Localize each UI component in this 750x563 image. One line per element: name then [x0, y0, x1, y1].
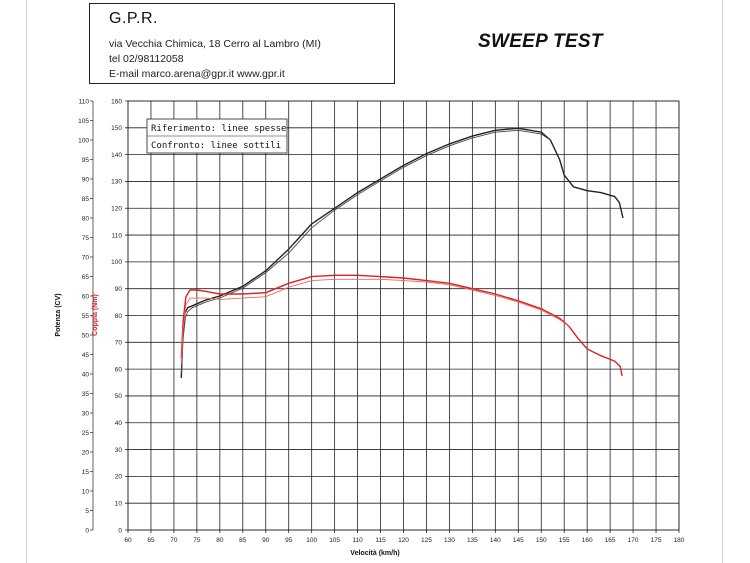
- x-tick-label: 100: [306, 537, 317, 544]
- torque-tick-label: 50: [115, 393, 123, 400]
- power-reference-line: [180, 127, 624, 378]
- torque-tick-label: 100: [111, 259, 122, 266]
- x-tick-label: 160: [582, 537, 593, 544]
- x-axis-label: Velocità (km/h): [350, 550, 399, 557]
- power-tick-label: 95: [82, 157, 90, 164]
- power-tick-label: 105: [78, 118, 89, 125]
- x-tick-label: 90: [262, 537, 270, 544]
- x-tick-label: 125: [421, 537, 432, 544]
- power-tick-label: 70: [82, 254, 90, 261]
- x-tick-label: 115: [375, 537, 386, 544]
- torque-tick-label: 120: [111, 206, 122, 213]
- page-border-right: [722, 0, 723, 563]
- legend-item-reference: Riferimento: linee spesse: [151, 124, 286, 134]
- power-tick-label: 100: [78, 137, 89, 144]
- power-tick-label: 55: [82, 313, 90, 320]
- plot-border: [127, 100, 680, 531]
- x-tick-label: 120: [398, 537, 409, 544]
- power-tick-label: 65: [82, 274, 90, 281]
- torque-tick-label: 40: [115, 420, 123, 427]
- company-phone: tel 02/98112058: [109, 53, 184, 65]
- torque-comparison-line: [180, 278, 570, 364]
- x-tick-label: 150: [536, 537, 547, 544]
- power-tick-label: 0: [85, 527, 89, 534]
- power-tick-label: 40: [82, 371, 90, 378]
- power-tick-label: 5: [85, 508, 89, 515]
- torque-tick-label: 30: [115, 447, 123, 454]
- company-header: G.P.R. via Vecchia Chimica, 18 Cerro al …: [89, 3, 395, 84]
- torque-tick-label: 60: [115, 366, 123, 373]
- x-tick-label: 135: [467, 537, 478, 544]
- torque-tick-label: 160: [111, 98, 122, 105]
- torque-reference-line: [180, 274, 623, 376]
- torque-tick-label: 90: [115, 286, 123, 293]
- company-name: G.P.R.: [109, 10, 158, 27]
- power-tick-label: 10: [82, 488, 90, 495]
- x-tick-label: 140: [490, 537, 501, 544]
- power-tick-label: 110: [79, 98, 90, 105]
- legend-item-comparison: Confronto: linee sottili: [151, 141, 281, 151]
- x-tick-label: 80: [216, 537, 224, 544]
- x-tick-label: 175: [651, 537, 662, 544]
- x-tick-label: 170: [628, 537, 639, 544]
- torque-tick-label: 110: [112, 232, 123, 239]
- torque-tick-label: 0: [118, 527, 122, 534]
- power-tick-label: 25: [82, 430, 90, 437]
- x-tick-label: 155: [559, 537, 570, 544]
- torque-tick-label: 70: [115, 340, 123, 347]
- torque-tick-label: 130: [111, 179, 122, 186]
- power-tick-label: 20: [82, 449, 90, 456]
- power-tick-label: 85: [82, 196, 90, 203]
- power-tick-label: 80: [82, 215, 90, 222]
- power-comparison-line: [180, 129, 551, 375]
- power-axis-label: Potenza (CV): [55, 293, 62, 336]
- company-address: via Vecchia Chimica, 18 Cerro al Lambro …: [109, 38, 321, 50]
- x-tick-label: 165: [605, 537, 616, 544]
- x-tick-label: 145: [513, 537, 524, 544]
- power-tick-label: 60: [82, 293, 90, 300]
- power-tick-label: 75: [82, 235, 90, 242]
- x-tick-label: 75: [193, 537, 201, 544]
- torque-tick-label: 20: [115, 474, 123, 481]
- x-tick-label: 105: [329, 537, 340, 544]
- torque-axis-label: Coppia (Nm): [92, 294, 99, 336]
- x-tick-label: 65: [147, 537, 155, 544]
- x-tick-label: 60: [124, 537, 132, 544]
- x-tick-label: 95: [285, 537, 293, 544]
- torque-tick-label: 10: [115, 500, 123, 507]
- torque-tick-label: 140: [111, 152, 122, 159]
- torque-tick-label: 80: [115, 313, 123, 320]
- x-tick-label: 70: [170, 537, 178, 544]
- company-contacts: E-mail marco.arena@gpr.it www.gpr.it: [109, 68, 285, 80]
- power-tick-label: 30: [82, 410, 90, 417]
- power-tick-label: 50: [82, 332, 90, 339]
- x-tick-label: 180: [674, 537, 685, 544]
- x-tick-label: 85: [239, 537, 247, 544]
- page-border-left: [26, 0, 27, 563]
- x-tick-label: 110: [352, 537, 363, 544]
- power-tick-label: 15: [82, 469, 90, 476]
- power-tick-label: 90: [82, 176, 90, 183]
- x-tick-label: 130: [444, 537, 455, 544]
- torque-tick-label: 150: [111, 125, 122, 132]
- chart-title: SWEEP TEST: [478, 31, 603, 52]
- power-tick-label: 35: [82, 391, 90, 398]
- power-tick-label: 45: [82, 352, 90, 359]
